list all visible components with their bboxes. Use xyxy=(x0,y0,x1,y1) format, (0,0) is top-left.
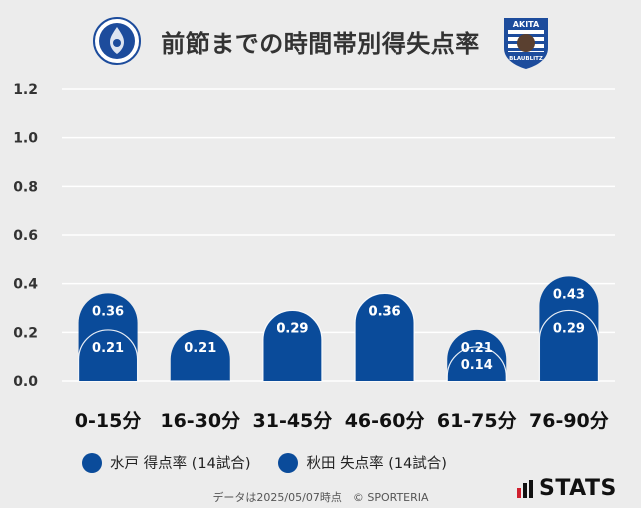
bar-value-label-mito: 0.29 xyxy=(276,321,308,336)
bar-value-label-mito: 0.36 xyxy=(92,304,124,319)
bar-akita xyxy=(446,346,507,381)
x-category-label: 31-45分 xyxy=(253,410,333,432)
x-category-label: 76-90分 xyxy=(529,410,609,432)
right-emblem-text-bottom: BLAUBLITZ xyxy=(509,56,543,62)
chart-title: 前節までの時間帯別得失点率 xyxy=(161,30,480,58)
legend-marker-akita xyxy=(278,452,299,473)
legend-item-akita: 秋田 失点率 (14試合) xyxy=(278,452,447,473)
x-category-label: 46-60分 xyxy=(345,410,425,432)
y-tick-label: 1.2 xyxy=(13,82,38,98)
x-category-label: 0-15分 xyxy=(75,410,142,432)
bar-mito xyxy=(262,310,322,381)
bar-value-label-akita: 0.14 xyxy=(461,358,493,373)
bar-mito xyxy=(170,329,230,381)
y-tick-label: 0.0 xyxy=(13,374,38,390)
right-emblem-text-top: AKITA xyxy=(513,20,540,29)
bar-value-label-mito: 0.36 xyxy=(369,304,401,319)
legend: 水戸 得点率 (14試合) 秋田 失点率 (14試合) xyxy=(82,452,475,473)
right-team-emblem: AKITA BLAUBLITZ xyxy=(504,18,548,69)
bar-value-label-mito: 0.43 xyxy=(553,287,585,302)
bar-value-label-mito: 0.21 xyxy=(184,341,216,356)
bar-chart: 0.0 0.2 0.4 0.6 0.8 1.0 1.2 0.36 0.21 0-15分 0.21 16… xyxy=(13,82,615,432)
bar-mito xyxy=(539,276,599,381)
bar-value-label-akita: 0.29 xyxy=(553,321,585,336)
bar-value-label-akita: 0.36 xyxy=(369,304,401,319)
stats-logo-text: STATS xyxy=(539,476,617,501)
bar-akita xyxy=(354,292,415,381)
bar-akita xyxy=(538,309,600,381)
stats-logo: STATS xyxy=(517,476,617,501)
y-tick-label: 0.2 xyxy=(13,325,38,341)
y-tick-label: 1.0 xyxy=(13,131,38,147)
bar-akita xyxy=(262,309,323,381)
bar-mito xyxy=(447,329,507,381)
legend-label-akita: 秋田 失点率 (14試合) xyxy=(306,456,447,472)
bar-value-label-akita: 0.29 xyxy=(276,321,308,336)
legend-label-mito: 水戸 得点率 (14試合) xyxy=(110,456,251,472)
x-category-label: 61-75分 xyxy=(437,410,517,432)
left-team-emblem xyxy=(93,17,141,65)
bar-akita xyxy=(77,329,139,381)
y-tick-label: 0.6 xyxy=(13,228,38,244)
stats-logo-icon xyxy=(517,479,533,498)
bar-mito xyxy=(78,293,138,381)
legend-item-mito: 水戸 得点率 (14試合) xyxy=(82,452,250,473)
bar-value-label-mito: 0.21 xyxy=(461,341,493,356)
y-tick-label: 0.4 xyxy=(13,277,38,293)
y-tick-label: 0.8 xyxy=(13,179,38,195)
bar-mito xyxy=(355,293,415,381)
bar-value-label-akita: 0.21 xyxy=(92,341,124,356)
x-category-label: 16-30分 xyxy=(160,410,240,432)
legend-marker-mito xyxy=(82,452,102,473)
footer-credit: データは2025/05/07時点 © SPORTERIA xyxy=(212,491,429,504)
